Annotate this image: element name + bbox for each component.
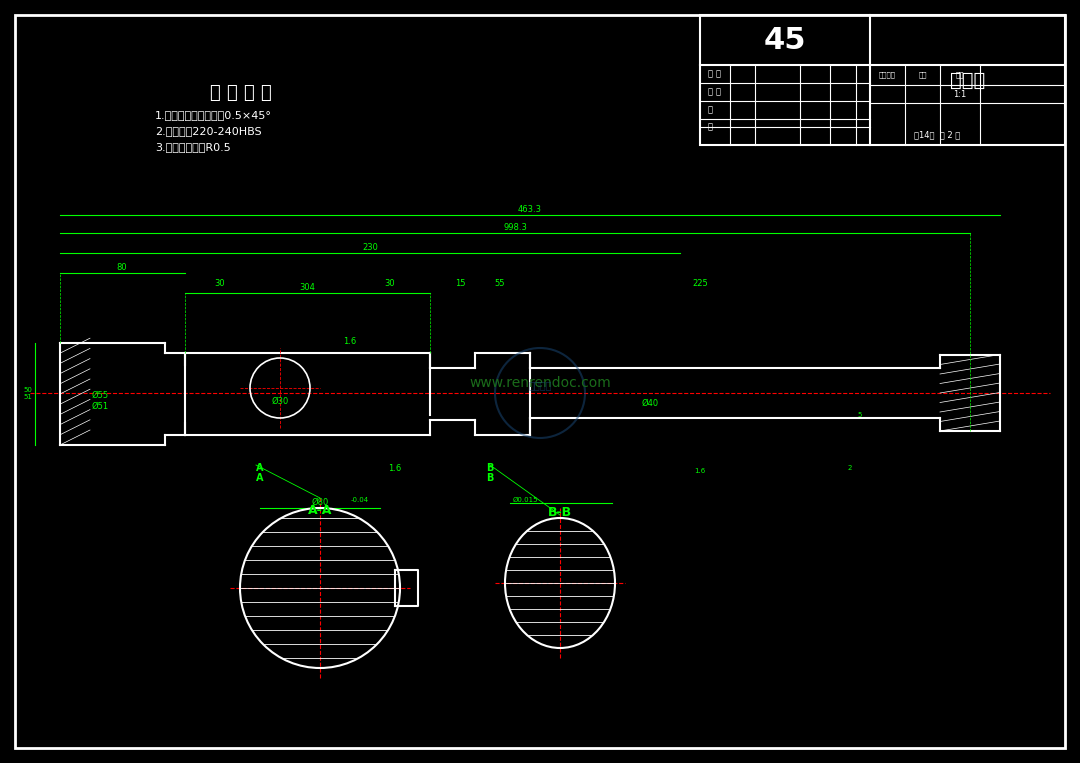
Text: Ø55
Ø51: Ø55 Ø51 [92, 391, 109, 410]
Text: 463.3: 463.3 [518, 204, 542, 214]
Text: 审: 审 [716, 88, 720, 96]
Text: 5: 5 [858, 412, 862, 418]
Text: A: A [256, 473, 264, 483]
Text: 3.未标圆角半径R0.5: 3.未标圆角半径R0.5 [156, 142, 231, 152]
Text: B: B [486, 463, 494, 473]
Text: -0.04: -0.04 [351, 497, 369, 503]
Bar [700, 15, 1065, 145]
Text: 304: 304 [299, 282, 315, 291]
Text: 技 术 要 求: 技 术 要 求 [210, 84, 272, 102]
Text: 1.6: 1.6 [343, 336, 356, 346]
Text: www.renrendoc.com: www.renrendoc.com [469, 376, 611, 390]
Text: 1.6: 1.6 [389, 463, 402, 472]
Text: 30: 30 [215, 278, 226, 288]
Text: A: A [256, 463, 264, 473]
Text: 1.锐角倒钝，未注倒角0.5×45°: 1.锐角倒钝，未注倒角0.5×45° [156, 110, 272, 120]
Text: 工: 工 [708, 123, 713, 131]
Text: B: B [486, 473, 494, 483]
Text: 230: 230 [362, 243, 378, 252]
Text: 设: 设 [708, 69, 713, 79]
Text: 1:1: 1:1 [954, 89, 967, 98]
Text: 50
51: 50 51 [24, 387, 32, 400]
Text: 比例: 比例 [956, 72, 964, 79]
Text: Ø80: Ø80 [311, 497, 328, 507]
Text: 人人文库: 人人文库 [528, 380, 552, 390]
Text: 2.热处理：220-240HBS: 2.热处理：220-240HBS [156, 126, 261, 136]
Text: 共14张  第 2 张: 共14张 第 2 张 [915, 130, 960, 140]
Text: Ø30: Ø30 [271, 397, 288, 405]
Text: 225: 225 [692, 278, 707, 288]
Text: Ø0.015: Ø0.015 [512, 497, 538, 503]
Text: 刀架轴: 刀架轴 [950, 70, 985, 89]
Text: A-A: A-A [308, 504, 333, 517]
Text: Ø40: Ø40 [642, 398, 659, 407]
Text: 998.3: 998.3 [503, 223, 527, 231]
Text: 30: 30 [384, 278, 395, 288]
Text: 45: 45 [764, 25, 807, 54]
Text: 80: 80 [117, 262, 127, 272]
Text: 1.6: 1.6 [694, 468, 705, 474]
Text: 15: 15 [455, 278, 465, 288]
Text: 校: 校 [716, 69, 720, 79]
Text: 2: 2 [848, 465, 852, 471]
Text: 描: 描 [708, 88, 713, 96]
Text: 55: 55 [495, 278, 505, 288]
Text: B-B: B-B [548, 507, 572, 520]
Text: 制: 制 [708, 105, 713, 114]
Text: 阶段标记: 阶段标记 [879, 72, 896, 79]
Text: 质量: 质量 [918, 72, 927, 79]
